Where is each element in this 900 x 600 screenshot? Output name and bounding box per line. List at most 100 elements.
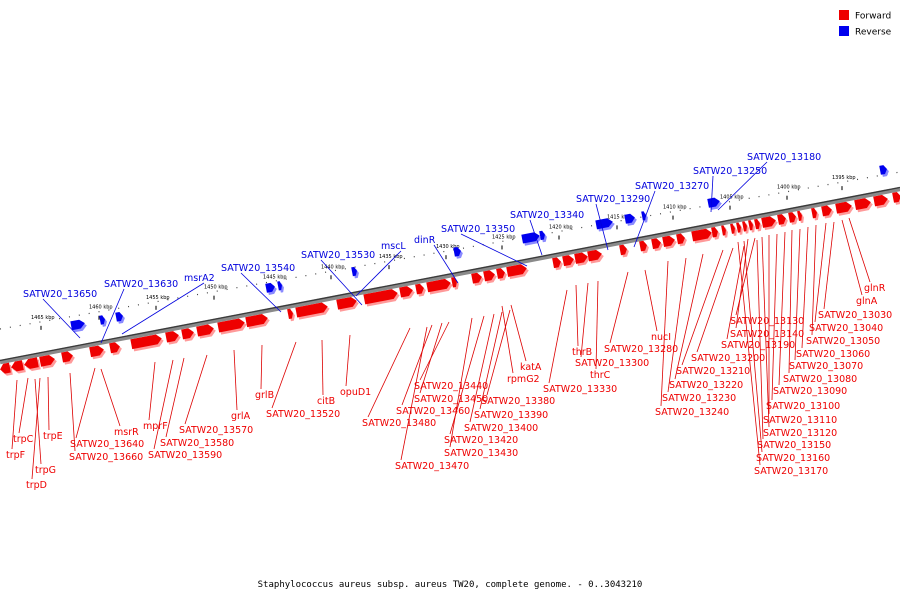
forward-gene[interactable] bbox=[587, 249, 605, 264]
forward-gene[interactable] bbox=[892, 191, 900, 205]
forward-label-satw20-13100[interactable]: SATW20_13100 bbox=[766, 233, 840, 412]
forward-label-satw20-13120[interactable]: SATW20_13120 bbox=[761, 236, 837, 439]
forward-gene[interactable] bbox=[426, 278, 453, 295]
forward-gene[interactable] bbox=[196, 323, 217, 339]
forward-gene[interactable] bbox=[336, 296, 359, 312]
forward-gene[interactable] bbox=[777, 213, 789, 228]
forward-label-satw20-13660[interactable]: SATW20_13660 bbox=[69, 372, 143, 463]
forward-gene[interactable] bbox=[415, 283, 427, 297]
forward-label-satw20-13190[interactable]: SATW20_13190 bbox=[721, 245, 795, 351]
forward-gene[interactable] bbox=[506, 263, 529, 280]
forward-label-kata[interactable]: katA bbox=[510, 304, 542, 373]
forward-label-satw20-13330[interactable]: SATW20_13330 bbox=[543, 289, 617, 395]
forward-gene[interactable] bbox=[676, 233, 688, 247]
reverse-gene[interactable] bbox=[99, 315, 108, 328]
forward-label-satw20-13030[interactable]: SATW20_13030 bbox=[818, 221, 892, 321]
forward-gene[interactable] bbox=[39, 354, 58, 369]
forward-label-satw20-13240[interactable]: SATW20_13240 bbox=[655, 260, 729, 418]
forward-gene[interactable] bbox=[10, 360, 26, 375]
forward-label-grlb[interactable]: grlB bbox=[255, 344, 274, 401]
forward-gene[interactable] bbox=[181, 327, 197, 342]
forward-gene[interactable] bbox=[245, 313, 270, 330]
forward-gene[interactable] bbox=[295, 301, 330, 320]
reverse-gene[interactable] bbox=[351, 266, 360, 279]
forward-label-rpmg2[interactable]: rpmG2 bbox=[501, 305, 540, 385]
forward-label-msrr[interactable]: msrR bbox=[100, 368, 139, 438]
forward-label-mprf[interactable]: mprF bbox=[143, 361, 168, 432]
forward-label-satw20-13390[interactable]: SATW20_13390 bbox=[474, 311, 548, 421]
reverse-label-mscl[interactable]: mscL bbox=[355, 241, 406, 297]
forward-gene[interactable] bbox=[574, 251, 591, 267]
forward-gene[interactable] bbox=[761, 215, 779, 231]
forward-label-satw20-13170[interactable]: SATW20_13170 bbox=[737, 241, 828, 477]
forward-label-satw20-13220[interactable]: SATW20_13220 bbox=[669, 253, 743, 391]
forward-gene[interactable] bbox=[797, 210, 805, 224]
forward-label-satw20-13430[interactable]: SATW20_13430 bbox=[444, 317, 518, 459]
forward-label-satw20-13080[interactable]: SATW20_13080 bbox=[783, 229, 857, 385]
reverse-label-satw20-13350[interactable]: SATW20_13350 bbox=[441, 224, 528, 267]
reverse-gene[interactable] bbox=[265, 282, 277, 295]
forward-gene[interactable] bbox=[552, 256, 564, 271]
forward-label-satw20-13200[interactable]: SATW20_13200 bbox=[691, 247, 765, 364]
forward-label-satw20-13090[interactable]: SATW20_13090 bbox=[773, 231, 847, 397]
reverse-gene[interactable] bbox=[115, 311, 126, 324]
forward-gene[interactable] bbox=[399, 285, 416, 300]
reverse-label-satw20-13650[interactable]: SATW20_13650 bbox=[23, 289, 97, 339]
forward-label-satw20-13110[interactable]: SATW20_13110 bbox=[763, 235, 837, 426]
reverse-label-msra2[interactable]: msrA2 bbox=[121, 273, 215, 335]
forward-label-satw20-13520[interactable]: SATW20_13520 bbox=[266, 341, 340, 420]
forward-gene[interactable] bbox=[562, 254, 577, 269]
forward-label-satw20-13400[interactable]: SATW20_13400 bbox=[464, 313, 538, 434]
reverse-label-satw20-13270[interactable]: SATW20_13270 bbox=[633, 181, 709, 248]
reverse-label-satw20-13290[interactable]: SATW20_13290 bbox=[576, 194, 650, 251]
forward-label-satw20-13480[interactable]: SATW20_13480 bbox=[362, 327, 436, 429]
forward-label-thrc[interactable]: thrC bbox=[590, 280, 611, 381]
forward-label-satw20-13460[interactable]: SATW20_13460 bbox=[396, 324, 470, 417]
forward-label-satw20-13470[interactable]: SATW20_13470 bbox=[395, 326, 469, 472]
forward-label-satw20-13640[interactable]: SATW20_13640 bbox=[70, 367, 144, 450]
forward-label-opud1[interactable]: opuD1 bbox=[340, 334, 371, 398]
forward-label-satw20-13300[interactable]: SATW20_13300 bbox=[575, 282, 649, 369]
forward-gene[interactable] bbox=[873, 194, 891, 209]
forward-label-trpf[interactable]: trpF bbox=[6, 379, 25, 461]
reverse-gene[interactable] bbox=[595, 217, 615, 232]
forward-gene[interactable] bbox=[811, 207, 820, 221]
forward-label-trpd[interactable]: trpD bbox=[26, 377, 47, 491]
forward-label-nuci[interactable]: nucI bbox=[644, 269, 671, 343]
forward-label-satw20-13230[interactable]: SATW20_13230 bbox=[662, 257, 736, 404]
forward-gene[interactable] bbox=[217, 317, 247, 335]
forward-gene[interactable] bbox=[835, 201, 855, 217]
forward-gene[interactable] bbox=[711, 226, 721, 240]
reverse-label-satw20-13630[interactable]: SATW20_13630 bbox=[100, 279, 178, 344]
forward-gene[interactable] bbox=[721, 225, 729, 238]
forward-gene[interactable] bbox=[730, 223, 738, 237]
forward-label-satw20-13580[interactable]: SATW20_13580 bbox=[160, 357, 234, 449]
forward-gene[interactable] bbox=[165, 330, 182, 345]
forward-gene[interactable] bbox=[483, 269, 498, 284]
reverse-gene[interactable] bbox=[539, 230, 548, 243]
forward-label-satw20-13160[interactable]: SATW20_13160 bbox=[743, 240, 830, 464]
forward-gene[interactable] bbox=[651, 237, 664, 252]
forward-gene[interactable] bbox=[736, 222, 744, 235]
forward-gene[interactable] bbox=[619, 244, 630, 258]
forward-label-satw20-13040[interactable]: SATW20_13040 bbox=[809, 222, 883, 334]
forward-gene[interactable] bbox=[471, 272, 485, 286]
reverse-label-satw20-13530[interactable]: SATW20_13530 bbox=[301, 250, 375, 306]
forward-label-satw20-13150[interactable]: SATW20_13150 bbox=[756, 239, 831, 451]
reverse-gene[interactable] bbox=[624, 213, 637, 226]
forward-label-satw20-13130[interactable]: SATW20_13130 bbox=[730, 237, 804, 327]
forward-gene[interactable] bbox=[130, 333, 164, 352]
forward-label-glna[interactable]: glnA bbox=[841, 219, 878, 307]
forward-gene[interactable] bbox=[691, 227, 714, 244]
reverse-label-satw20-13180[interactable]: SATW20_13180 bbox=[717, 152, 821, 211]
forward-gene[interactable] bbox=[109, 341, 123, 356]
reverse-gene[interactable] bbox=[707, 196, 722, 210]
forward-label-satw20-13070[interactable]: SATW20_13070 bbox=[789, 228, 863, 372]
reverse-label-dinr[interactable]: dinR bbox=[414, 235, 459, 284]
forward-label-satw20-13590[interactable]: SATW20_13590 bbox=[148, 359, 222, 461]
forward-label-glnr[interactable]: glnR bbox=[848, 217, 886, 294]
reverse-gene[interactable] bbox=[879, 164, 890, 177]
forward-label-trpe[interactable]: trpE bbox=[43, 376, 63, 442]
forward-label-satw20-13210[interactable]: SATW20_13210 bbox=[676, 249, 750, 377]
reverse-gene[interactable] bbox=[70, 318, 87, 333]
